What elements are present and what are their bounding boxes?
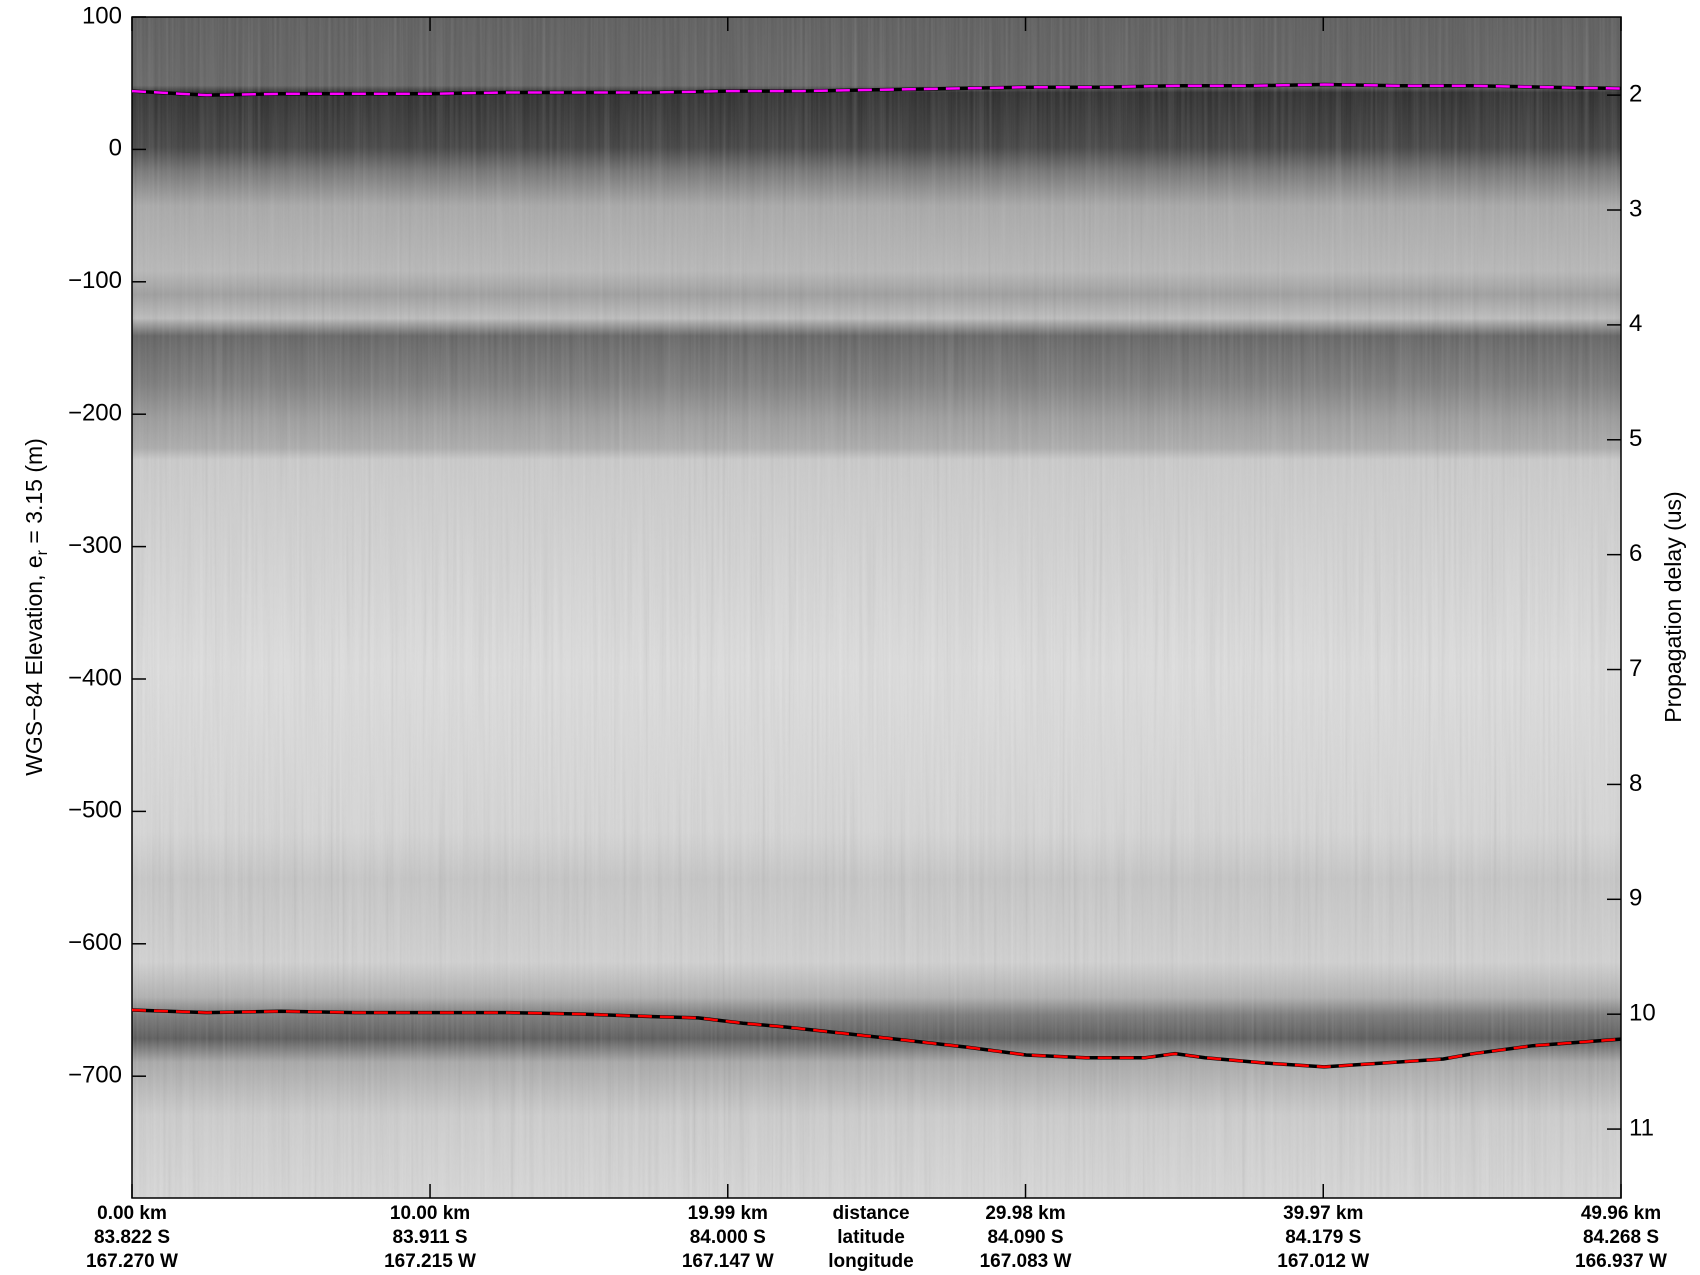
y2-tick-label: 3: [1629, 195, 1642, 222]
y2-tick-label: 10: [1629, 1000, 1656, 1027]
x-tick-label: 19.99 km: [688, 1203, 768, 1224]
x-tick-label: 29.98 km: [985, 1203, 1065, 1224]
plot-frame: [131, 16, 1622, 1199]
y-tick-label: 0: [109, 135, 122, 162]
longitude-label: 166.937 W: [1575, 1251, 1667, 1272]
longitude-label: 167.083 W: [980, 1251, 1072, 1272]
longitude-label: 167.147 W: [682, 1251, 774, 1272]
row-names: distance latitude longitude: [828, 1203, 913, 1272]
y2-tick-label: 8: [1629, 770, 1642, 797]
row-name: latitude: [837, 1227, 905, 1248]
y-tick-label: −200: [68, 400, 122, 427]
pick-line: [131, 1008, 1622, 1069]
y-axis-label: WGS−84 Elevation, er = 3.15 (m): [21, 438, 51, 776]
longitude-label: 167.215 W: [384, 1251, 476, 1272]
longitude-label: 167.270 W: [86, 1251, 178, 1272]
pick-line: [131, 83, 1622, 97]
x-tick-label: 0.00 km: [97, 1203, 167, 1224]
latitude-label: 83.822 S: [94, 1227, 170, 1248]
echogram-texture: [132, 17, 1621, 1198]
longitude-label: 167.012 W: [1277, 1251, 1369, 1272]
y2-axis-label: Propagation delay (us): [1660, 491, 1686, 722]
x-tick-label: 10.00 km: [390, 1203, 470, 1224]
latitude-label: 84.268 S: [1583, 1227, 1659, 1248]
y-tick-label: −300: [68, 532, 122, 559]
y2-tick-label: 11: [1629, 1114, 1654, 1141]
y2-tick-label: 7: [1629, 655, 1642, 682]
y-tick-label: −700: [68, 1062, 122, 1089]
latitude-label: 84.179 S: [1285, 1227, 1361, 1248]
y2-tick-label: 9: [1629, 885, 1642, 912]
y2-tick-label: 5: [1629, 425, 1642, 452]
latitude-label: 84.090 S: [987, 1227, 1063, 1248]
latitude-label: 83.911 S: [393, 1227, 468, 1248]
y-tick-label: −100: [68, 267, 122, 294]
y-tick-label: 100: [82, 2, 122, 29]
latitude-label: 84.000 S: [690, 1227, 766, 1248]
row-name: distance: [832, 1203, 909, 1224]
y-tick-label: −600: [68, 929, 122, 956]
x-tick-label: 39.97 km: [1283, 1203, 1363, 1224]
x-tick-label: 49.96 km: [1581, 1203, 1661, 1224]
y2-tick-label: 2: [1629, 80, 1642, 107]
row-name: longitude: [828, 1251, 913, 1272]
y-tick-label: −400: [68, 664, 122, 691]
y-tick-label: −500: [68, 797, 122, 824]
y2-tick-label: 4: [1629, 310, 1642, 337]
y2-tick-label: 6: [1629, 540, 1642, 567]
